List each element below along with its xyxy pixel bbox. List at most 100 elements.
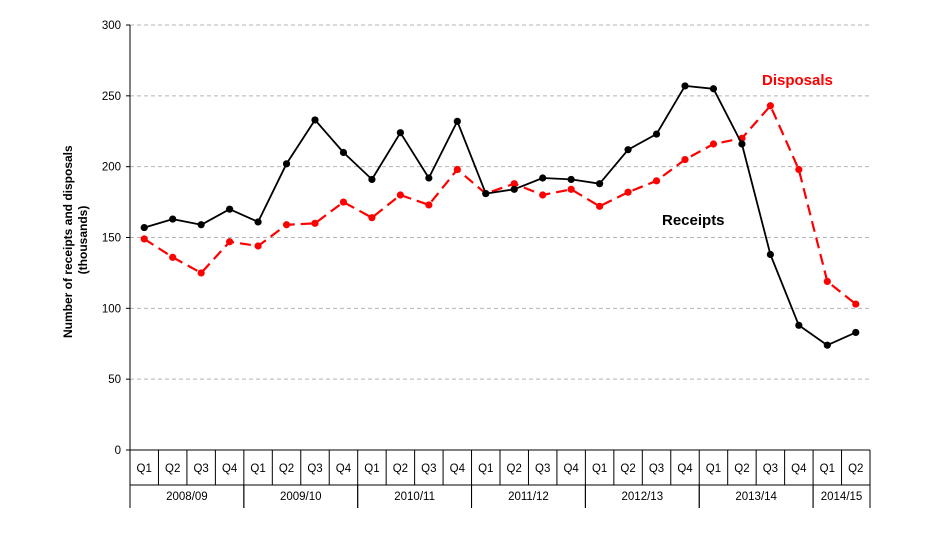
data-point-receipts — [596, 180, 604, 188]
x-quarter-label: Q3 — [535, 463, 550, 475]
x-year-label: 2009/10 — [280, 491, 322, 503]
data-point-receipts — [396, 129, 404, 137]
x-quarter-label: Q2 — [620, 463, 635, 475]
data-point-disposals — [311, 219, 319, 227]
data-point-receipts — [510, 185, 518, 193]
x-year-label: 2010/11 — [394, 491, 435, 503]
series-label-disposals: Disposals — [762, 72, 833, 89]
data-point-disposals — [226, 238, 234, 246]
data-point-disposals — [852, 300, 860, 308]
data-point-receipts — [254, 218, 262, 226]
x-quarter-label: Q2 — [165, 463, 180, 475]
x-quarter-label: Q1 — [364, 463, 379, 475]
x-quarter-label: Q4 — [336, 463, 352, 475]
x-year-label: 2012/13 — [622, 491, 664, 503]
x-quarter-label: Q2 — [848, 463, 863, 475]
y-tick-label: 0 — [115, 445, 121, 457]
y-tick-label: 250 — [102, 91, 121, 103]
data-point-receipts — [567, 175, 575, 184]
data-point-receipts — [681, 82, 689, 90]
x-quarter-label: Q4 — [791, 463, 807, 475]
y-tick-label: 150 — [102, 233, 121, 245]
data-point-receipts — [453, 117, 461, 125]
x-quarter-label: Q1 — [706, 463, 721, 475]
x-quarter-label: Q3 — [193, 463, 208, 475]
data-point-disposals — [539, 191, 547, 199]
data-point-disposals — [681, 155, 689, 164]
x-year-label: 2011/12 — [508, 491, 549, 503]
data-point-disposals — [766, 102, 774, 110]
data-point-disposals — [339, 198, 348, 206]
x-quarter-label: Q2 — [279, 463, 294, 475]
data-point-disposals — [169, 253, 177, 261]
data-point-disposals — [197, 269, 205, 277]
data-point-receipts — [852, 328, 860, 337]
data-point-receipts — [539, 174, 547, 182]
data-point-receipts — [709, 85, 718, 93]
data-point-disposals — [140, 235, 148, 243]
data-point-disposals — [425, 201, 433, 209]
y-axis-label-line2: (thousands) — [76, 206, 90, 275]
data-point-receipts — [368, 175, 376, 184]
series-line-disposals — [143, 104, 857, 305]
series-layer — [140, 82, 860, 349]
data-point-disposals — [567, 185, 575, 193]
y-tick-label: 50 — [108, 374, 121, 386]
data-point-receipts — [738, 140, 746, 148]
data-point-receipts — [282, 160, 291, 168]
data-point-receipts — [766, 250, 774, 259]
data-point-receipts — [226, 205, 234, 213]
data-point-disposals — [795, 165, 803, 174]
x-quarter-label: Q4 — [677, 463, 693, 475]
y-tick-labels: 0 50 100 150 200 250 300 — [102, 20, 121, 457]
x-quarter-label: Q1 — [250, 463, 265, 475]
x-year-label: 2013/14 — [735, 491, 777, 503]
x-quarter-label: Q1 — [137, 463, 152, 475]
x-quarter-label: Q2 — [734, 463, 749, 475]
data-point-disposals — [396, 191, 404, 199]
series-label-receipts: Receipts — [662, 212, 725, 229]
data-point-receipts — [311, 116, 319, 124]
y-tick-label: 300 — [102, 20, 121, 32]
data-point-disposals — [368, 214, 376, 222]
data-point-receipts — [339, 148, 348, 157]
y-tick-label: 100 — [102, 303, 121, 315]
data-point-receipts — [482, 189, 490, 198]
x-quarter-label: Q1 — [820, 463, 835, 475]
x-year-label: 2008/09 — [166, 491, 208, 503]
x-quarter-label: Q1 — [478, 463, 493, 475]
data-point-receipts — [425, 174, 433, 182]
data-point-disposals — [453, 165, 461, 174]
x-quarter-label: Q4 — [222, 463, 238, 475]
data-point-receipts — [624, 146, 632, 154]
data-point-disposals — [709, 140, 718, 148]
x-quarter-label: Q4 — [563, 463, 579, 475]
data-point-receipts — [169, 215, 177, 223]
x-quarter-label: Q3 — [763, 463, 778, 475]
x-quarter-label: Q2 — [507, 463, 522, 475]
data-point-receipts — [652, 130, 661, 138]
x-quarter-label: Q1 — [592, 463, 607, 475]
x-quarter-label: Q4 — [450, 463, 466, 475]
data-point-disposals — [510, 180, 518, 188]
x-quarter-label: Q3 — [421, 463, 436, 475]
series-line-receipts — [143, 85, 857, 347]
y-axis-label: Number of receipts and disposals (thousa… — [61, 142, 90, 338]
x-quarter-label: Q3 — [307, 463, 322, 475]
data-point-disposals — [596, 202, 604, 210]
data-point-receipts — [795, 321, 803, 329]
data-point-receipts — [823, 341, 831, 349]
data-point-disposals — [282, 221, 291, 229]
data-point-disposals — [823, 277, 831, 286]
data-point-disposals — [624, 188, 632, 196]
y-tick-label: 200 — [102, 162, 121, 174]
data-point-receipts — [140, 223, 148, 232]
data-point-receipts — [197, 221, 205, 229]
x-quarter-label: Q2 — [393, 463, 408, 475]
y-axis-label-line1: Number of receipts and disposals — [61, 145, 75, 338]
x-year-label: 2014/15 — [821, 491, 863, 503]
x-axis-category-table: 2008/09 2009/10 2010/11 2011/12 2012/13 2013/… — [129, 450, 871, 508]
x-quarter-label: Q3 — [649, 463, 664, 475]
data-point-disposals — [254, 242, 262, 250]
